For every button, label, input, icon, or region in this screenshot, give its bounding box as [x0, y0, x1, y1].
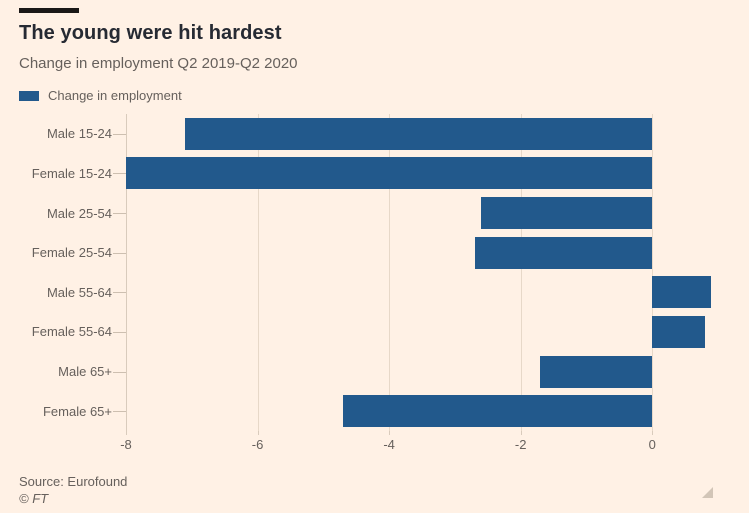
bar-male-25-54 — [481, 197, 653, 230]
legend-swatch — [19, 90, 39, 101]
x-axis-tick-label: -4 — [383, 437, 395, 452]
x-axis-tick — [652, 431, 654, 435]
source-note: Source: Eurofound — [19, 474, 128, 489]
y-axis-tick — [113, 252, 126, 254]
legend: Change in employment — [19, 88, 182, 103]
x-axis-tick — [126, 431, 127, 435]
category-label: Male 25-54 — [46, 205, 112, 221]
x-axis-tick-label: -6 — [251, 437, 264, 452]
bar-male-55-64 — [652, 276, 712, 309]
y-axis-tick — [113, 292, 126, 294]
category-label: Female 55-64 — [31, 324, 112, 340]
category-label: Female 25-54 — [31, 245, 112, 261]
chart-title: The young were hit hardest — [19, 22, 282, 44]
bar-female-55-64 — [652, 315, 705, 348]
category-label: Male 65+ — [58, 364, 112, 380]
x-axis-tick — [389, 431, 391, 435]
gridline-x-0 — [652, 114, 654, 431]
gridline-x--6 — [257, 114, 259, 431]
x-axis-tick-label: -2 — [514, 437, 527, 452]
gridline-x--2 — [520, 114, 522, 431]
bar-female-65- — [343, 395, 653, 428]
x-axis-tick — [257, 431, 259, 435]
bar-female-15-24 — [126, 157, 653, 190]
category-label: Male 55-64 — [46, 284, 112, 300]
bar-female-25-54 — [474, 236, 653, 269]
bar-male-15-24 — [185, 117, 653, 150]
resize-handle-icon[interactable] — [702, 487, 713, 498]
category-label: Female 15-24 — [31, 165, 112, 181]
y-axis-tick — [113, 213, 126, 215]
plot-area: -8 -6 -4 -2 0 Male 15-24 Female 15-24 Male 25-5… — [32, 114, 718, 452]
category-label: Female 65+ — [42, 403, 112, 419]
y-axis-tick — [113, 133, 126, 135]
gridline-x--8 — [126, 114, 127, 431]
chart-subtitle: Change in employment Q2 2019-Q2 2020 — [19, 55, 298, 72]
gridline-x--4 — [389, 114, 391, 431]
x-axis-tick-label: 0 — [648, 437, 656, 452]
brand-motif-bar — [19, 8, 79, 13]
copyright-note: © FT — [19, 491, 49, 506]
category-label: Male 15-24 — [46, 126, 112, 142]
y-axis-tick — [113, 331, 126, 333]
y-axis-tick — [113, 411, 126, 413]
x-axis-tick — [520, 431, 522, 435]
x-axis-tick-label: -8 — [120, 437, 132, 452]
legend-label: Change in employment — [48, 88, 182, 103]
y-axis-tick — [113, 173, 126, 175]
y-axis-tick — [113, 371, 126, 373]
bar-male-65- — [540, 355, 653, 388]
